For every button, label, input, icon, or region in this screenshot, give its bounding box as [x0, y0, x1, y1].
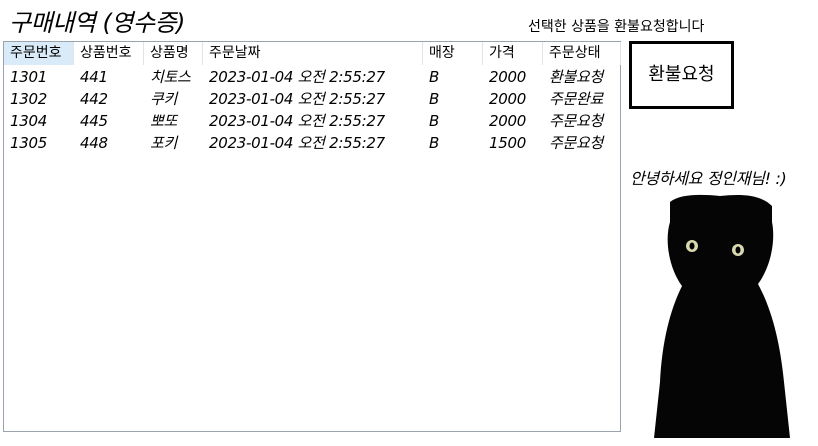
table-row[interactable]: 1302 442 쿠키 2023-01-04 오전 2:55:27 B 2000…	[4, 88, 620, 110]
cell-price: 2000	[489, 68, 526, 86]
cell-store: B	[429, 134, 439, 152]
cell-product-name: 포키	[150, 134, 178, 152]
column-header-order-date[interactable]: 주문날짜	[203, 42, 423, 65]
cell-product-no: 441	[80, 68, 108, 86]
cell-product-name: 뽀또	[150, 112, 178, 130]
cell-price: 1500	[489, 134, 526, 152]
list-body: 1301 441 치토스 2023-01-04 오전 2:55:27 B 200…	[4, 66, 620, 154]
cell-order-date: 2023-01-04 오전 2:55:27	[209, 90, 385, 108]
greeting-label: 안녕하세요 정인재님! :)	[630, 169, 787, 188]
list-header: 주문번호 상품번호 상품명 주문날짜 매장 가격 주문상태	[4, 42, 621, 65]
column-header-order-no[interactable]: 주문번호	[4, 42, 74, 65]
cell-store: B	[429, 112, 439, 130]
cell-product-name: 쿠키	[150, 90, 178, 108]
cell-product-name: 치토스	[150, 68, 191, 86]
table-row[interactable]: 1301 441 치토스 2023-01-04 오전 2:55:27 B 200…	[4, 66, 620, 88]
cell-order-no: 1304	[10, 112, 47, 130]
cell-status: 환불요청	[549, 68, 604, 86]
cell-status: 주문완료	[549, 90, 604, 108]
table-row[interactable]: 1305 448 포키 2023-01-04 오전 2:55:27 B 1500…	[4, 132, 620, 154]
cell-status: 주문요청	[549, 134, 604, 152]
black-cat-photo-icon	[654, 194, 790, 438]
cell-product-no: 448	[80, 134, 108, 152]
order-list[interactable]: 주문번호 상품번호 상품명 주문날짜 매장 가격 주문상태 1301 441 치…	[3, 41, 621, 432]
page-title: 구매내역 (영수증)	[9, 9, 185, 37]
cell-order-date: 2023-01-04 오전 2:55:27	[209, 68, 385, 86]
column-header-price[interactable]: 가격	[483, 42, 543, 65]
cell-product-no: 445	[80, 112, 108, 130]
cell-order-date: 2023-01-04 오전 2:55:27	[209, 134, 385, 152]
cell-order-no: 1301	[10, 68, 47, 86]
column-header-product-name[interactable]: 상품명	[144, 42, 203, 65]
cell-store: B	[429, 68, 439, 86]
cell-order-no: 1302	[10, 90, 47, 108]
cell-order-date: 2023-01-04 오전 2:55:27	[209, 112, 385, 130]
cell-price: 2000	[489, 112, 526, 130]
refund-request-button[interactable]: 환불요청	[629, 41, 734, 109]
column-header-store[interactable]: 매장	[423, 42, 483, 65]
column-header-product-no[interactable]: 상품번호	[74, 42, 144, 65]
cell-order-no: 1305	[10, 134, 47, 152]
table-row[interactable]: 1304 445 뽀또 2023-01-04 오전 2:55:27 B 2000…	[4, 110, 620, 132]
cell-store: B	[429, 90, 439, 108]
column-header-status[interactable]: 주문상태	[543, 42, 621, 65]
refund-hint-label: 선택한 상품을 환불요청합니다	[528, 19, 705, 35]
cell-price: 2000	[489, 90, 526, 108]
cell-status: 주문요청	[549, 112, 604, 130]
cell-product-no: 442	[80, 90, 108, 108]
